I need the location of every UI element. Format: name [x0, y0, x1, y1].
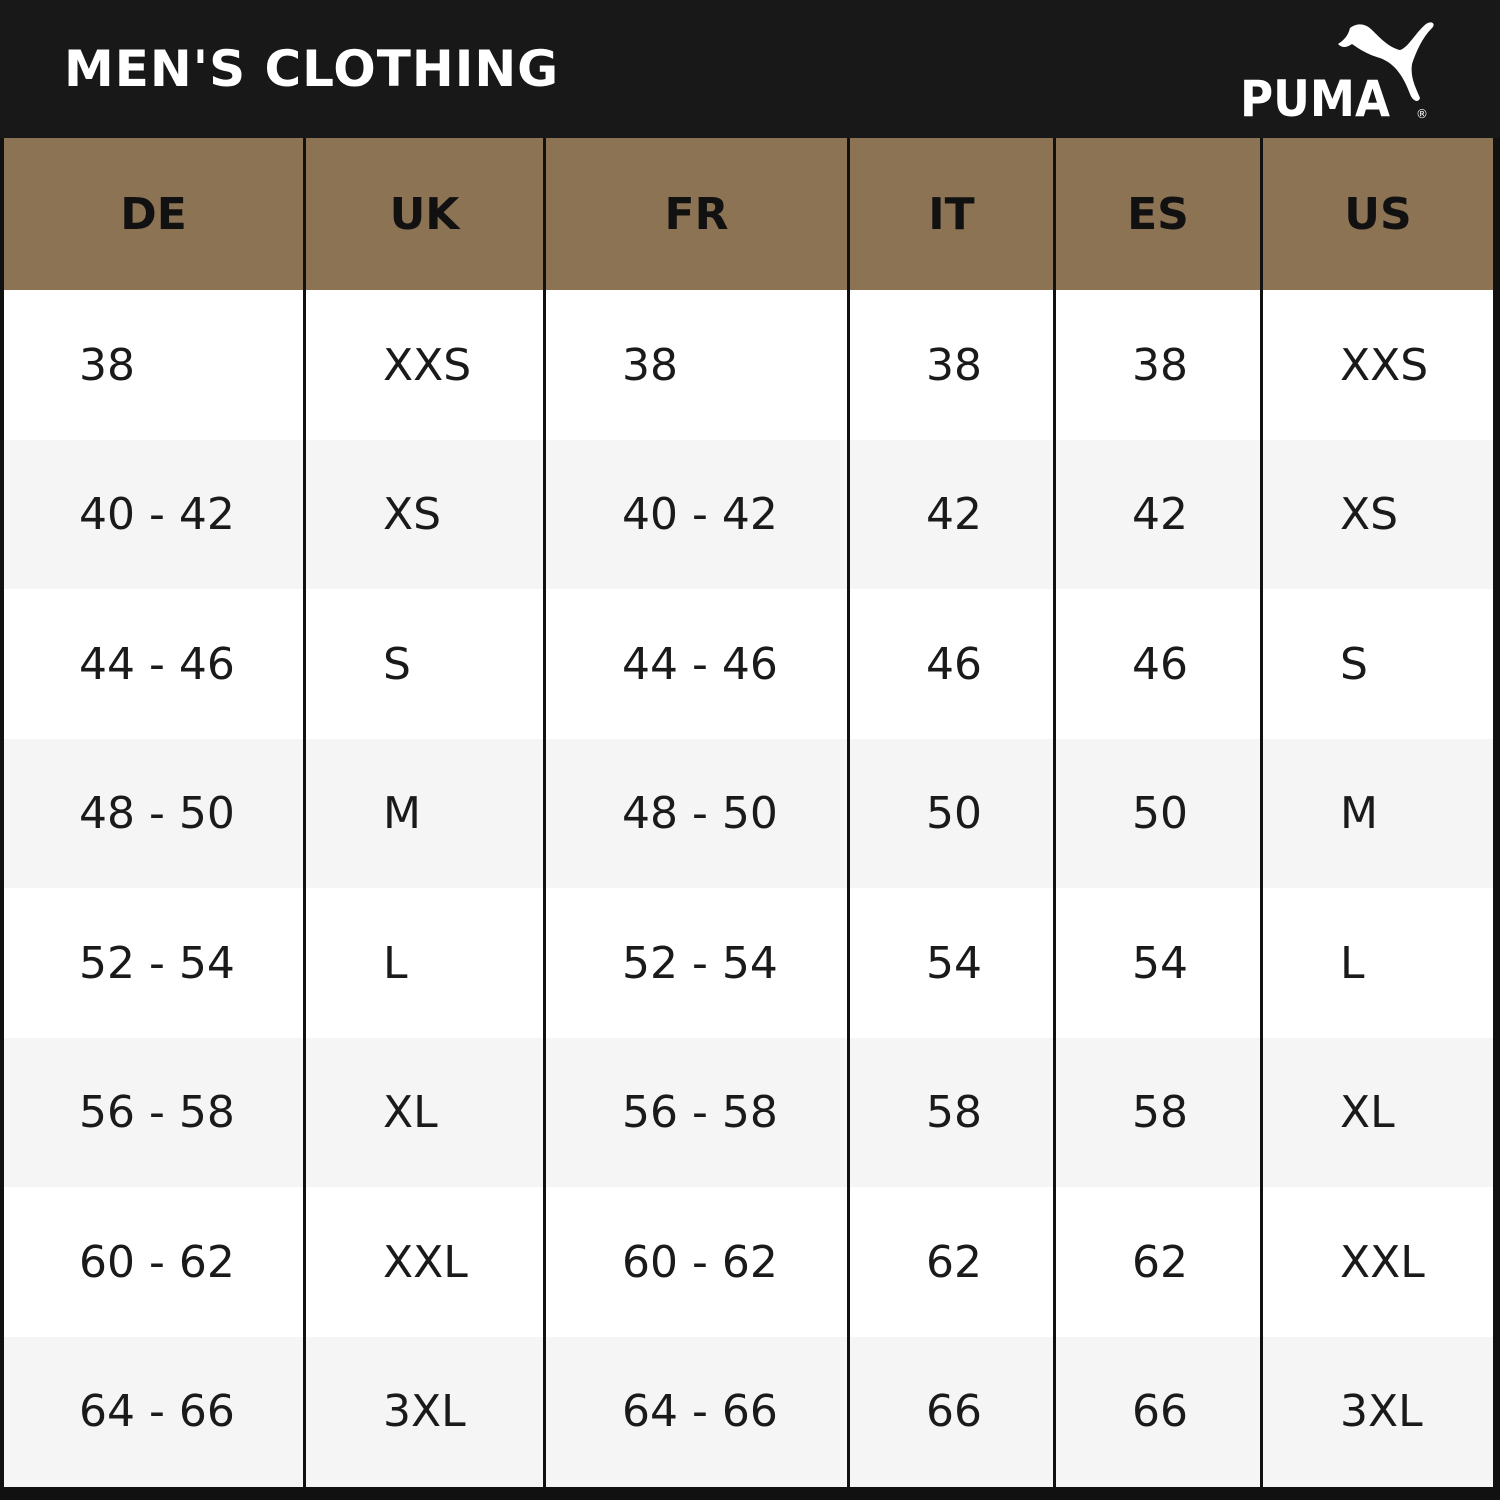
- table-cell-de: 40 - 42: [4, 439, 303, 590]
- table-cell-it: 38: [850, 290, 1053, 440]
- table-cell-de: 56 - 58: [4, 1037, 303, 1188]
- table-cell-us: M: [1263, 738, 1493, 889]
- table-cell-es: 58: [1056, 1037, 1260, 1188]
- column-header-es: ES: [1056, 138, 1260, 290]
- table-cell-de: 64 - 66: [4, 1336, 303, 1487]
- table-cell-es: 42: [1056, 439, 1260, 590]
- table-cell-us: 3XL: [1263, 1336, 1493, 1487]
- table-cell-us: XXS: [1263, 290, 1493, 440]
- svg-text:PUMA: PUMA: [1240, 70, 1390, 123]
- table-cell-es: 46: [1056, 589, 1260, 739]
- table-cell-uk: L: [306, 888, 543, 1038]
- column-header-us: US: [1263, 138, 1493, 290]
- table-cell-es: 66: [1056, 1336, 1260, 1487]
- table-cell-it: 62: [850, 1187, 1053, 1337]
- table-cell-uk: M: [306, 738, 543, 889]
- table-cell-us: XS: [1263, 439, 1493, 590]
- table-cell-es: 54: [1056, 888, 1260, 1038]
- table-cell-uk: XS: [306, 439, 543, 590]
- table-cell-uk: XXL: [306, 1187, 543, 1337]
- table-cell-fr: 64 - 66: [546, 1336, 847, 1487]
- table-cell-fr: 38: [546, 290, 847, 440]
- table-cell-it: 66: [850, 1336, 1053, 1487]
- table-cell-fr: 40 - 42: [546, 439, 847, 590]
- table-cell-de: 52 - 54: [4, 888, 303, 1038]
- column-header-fr: FR: [546, 138, 847, 290]
- table-cell-us: S: [1263, 589, 1493, 739]
- top-banner: MEN'S CLOTHING PUMA ®: [0, 0, 1500, 138]
- table-cell-it: 58: [850, 1037, 1053, 1188]
- column-header-uk: UK: [306, 138, 543, 290]
- table-cell-uk: S: [306, 589, 543, 739]
- table-cell-de: 48 - 50: [4, 738, 303, 889]
- table-cell-us: XL: [1263, 1037, 1493, 1188]
- table-cell-it: 46: [850, 589, 1053, 739]
- svg-text:®: ®: [1416, 107, 1428, 121]
- table-cell-us: L: [1263, 888, 1493, 1038]
- table-cell-de: 38: [4, 290, 303, 440]
- table-cell-de: 44 - 46: [4, 589, 303, 739]
- table-cell-us: XXL: [1263, 1187, 1493, 1337]
- puma-logo: PUMA ®: [1240, 22, 1434, 123]
- table-cell-fr: 56 - 58: [546, 1037, 847, 1188]
- column-header-de: DE: [4, 138, 303, 290]
- table-cell-es: 50: [1056, 738, 1260, 889]
- table-cell-uk: XXS: [306, 290, 543, 440]
- table-cell-es: 62: [1056, 1187, 1260, 1337]
- table-cell-it: 50: [850, 738, 1053, 889]
- size-chart-table: DE UK FR IT ES US 38 XXS 38 38 38 XXS 40 - 42 XS 40 - …: [0, 138, 1500, 1500]
- table-cell-uk: 3XL: [306, 1336, 543, 1487]
- table-cell-fr: 44 - 46: [546, 589, 847, 739]
- table-cell-fr: 48 - 50: [546, 738, 847, 889]
- table-cell-it: 54: [850, 888, 1053, 1038]
- table-cell-fr: 52 - 54: [546, 888, 847, 1038]
- table-cell-fr: 60 - 62: [546, 1187, 847, 1337]
- column-header-it: IT: [850, 138, 1053, 290]
- table-cell-uk: XL: [306, 1037, 543, 1188]
- page-title: MEN'S CLOTHING: [64, 40, 560, 98]
- table-cell-it: 42: [850, 439, 1053, 590]
- table-cell-es: 38: [1056, 290, 1260, 440]
- table-cell-de: 60 - 62: [4, 1187, 303, 1337]
